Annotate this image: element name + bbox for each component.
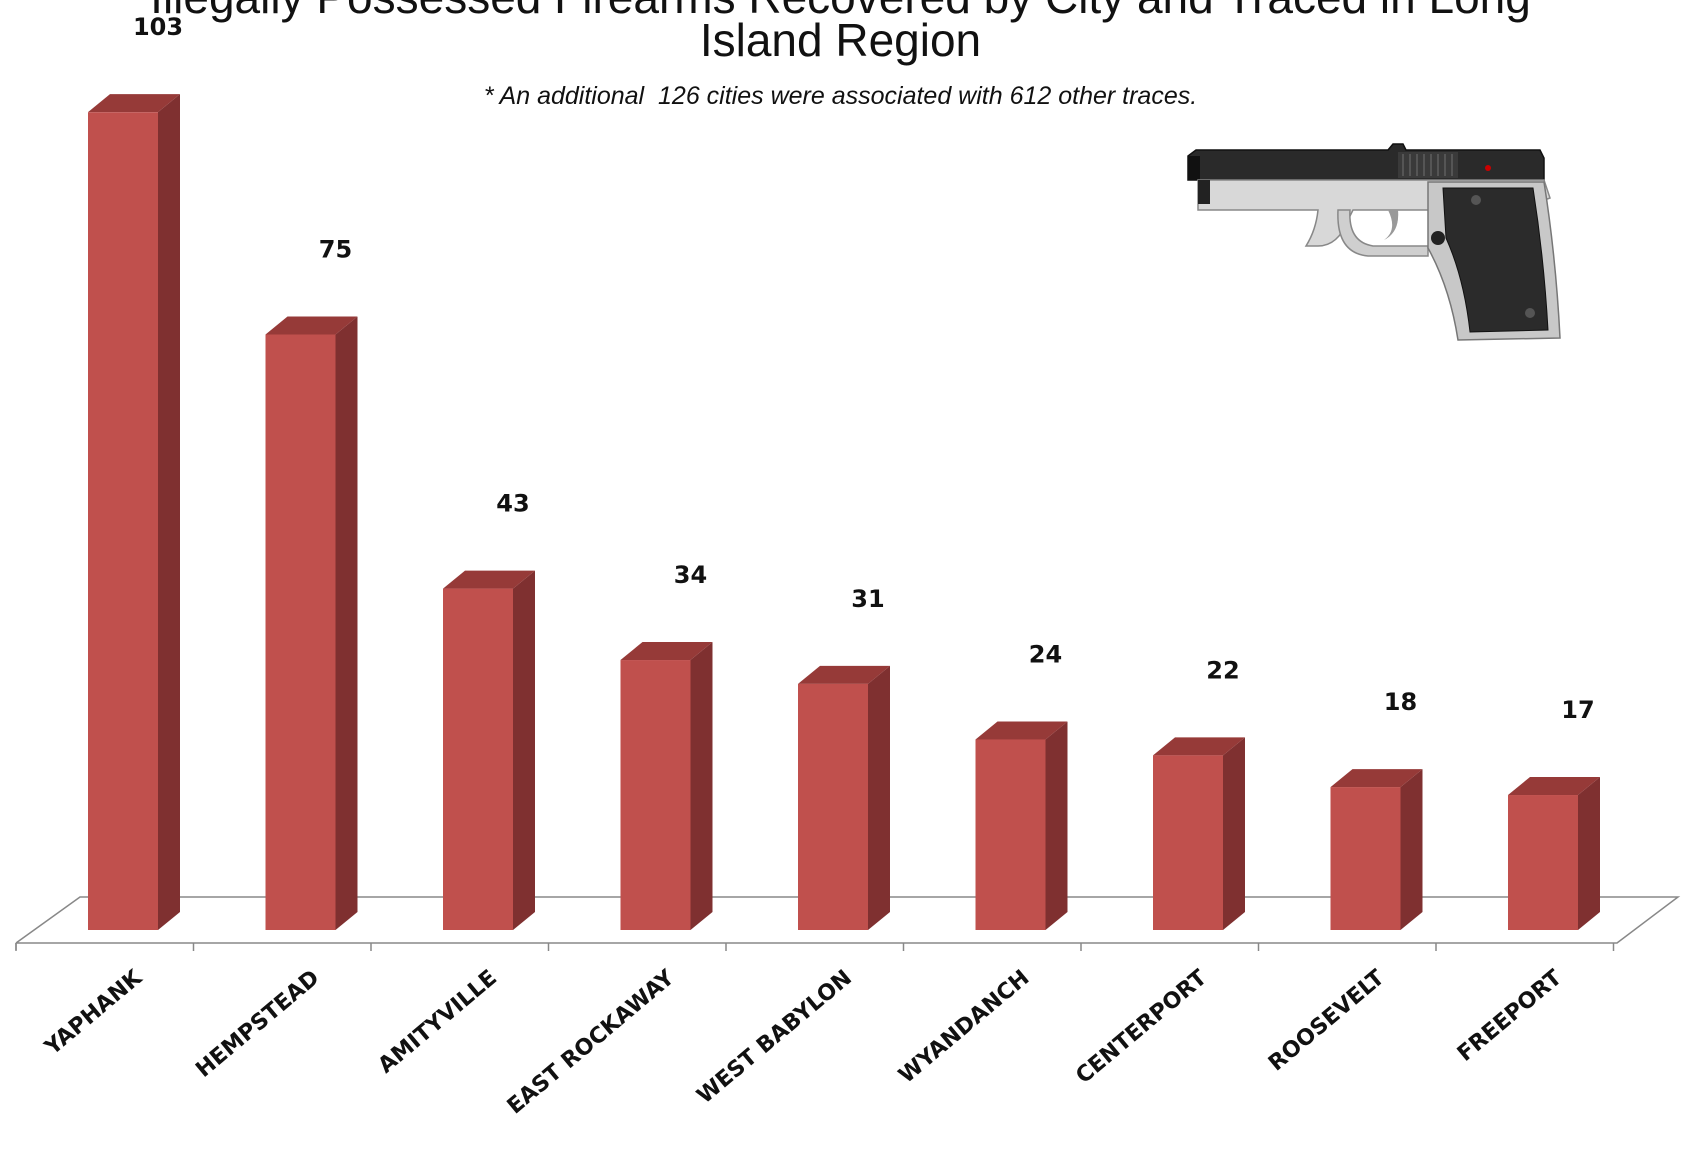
category-label: CENTERPORT [1071, 965, 1211, 1089]
bar-top [443, 570, 535, 589]
data-label: 18 [1384, 688, 1417, 716]
category-label: ROOSEVELT [1264, 965, 1389, 1076]
pistol-illustration [1187, 143, 1561, 341]
category-label: WEST BABYLON [693, 965, 857, 1109]
bars-group [88, 94, 1600, 931]
bar-side [335, 316, 358, 930]
category-label: AMITYVILLE [374, 965, 502, 1078]
bar-side [690, 642, 713, 930]
bar-front [1330, 787, 1401, 930]
category-label: YAPHANK [40, 965, 148, 1061]
bar-top [88, 94, 180, 113]
bar [975, 721, 1068, 930]
bar-front [1153, 755, 1223, 930]
bar [1330, 769, 1423, 930]
chart-footnote: * An additional 126 cities were associat… [483, 82, 1198, 110]
bar-front [798, 683, 868, 930]
floor-outline [15, 896, 1681, 944]
value-labels-group: 103 75 43 34 31 24 22 18 17 [133, 13, 1595, 724]
data-label: 24 [1029, 640, 1062, 668]
data-label: 34 [674, 561, 707, 589]
bar-side [158, 94, 180, 931]
data-label: 43 [496, 490, 529, 518]
bar [265, 316, 358, 930]
data-label: 31 [851, 585, 884, 613]
category-label: FREEPORT [1453, 965, 1567, 1066]
bar [443, 570, 535, 930]
bar-side [868, 665, 890, 930]
bar [88, 94, 180, 931]
bar-side [513, 570, 535, 930]
bar-top [1330, 769, 1423, 788]
bar [1153, 737, 1245, 930]
data-label: 17 [1561, 696, 1594, 724]
bar [620, 642, 713, 930]
chart-title-line-1: Illegally Possessed Firearms Recovered b… [0, 0, 1681, 24]
bar-front [265, 334, 336, 930]
bar-top [265, 316, 358, 335]
bar-front [443, 588, 513, 930]
bar-top [1508, 777, 1600, 796]
bar-top [1153, 737, 1245, 756]
bar-front [975, 739, 1046, 930]
data-label: 22 [1206, 656, 1239, 684]
data-label: 75 [319, 236, 352, 264]
bar-side [1578, 777, 1600, 930]
category-label: WYANDANCH [894, 965, 1034, 1088]
bar-top [975, 721, 1068, 740]
bar [798, 665, 890, 930]
data-label: 103 [133, 13, 183, 41]
bar-top [620, 642, 713, 661]
bar-side [1223, 737, 1245, 930]
bar-top [798, 665, 890, 684]
bar [1508, 777, 1600, 930]
bar-side [1400, 769, 1423, 930]
bar-side [1045, 721, 1068, 930]
category-label: EAST ROCKAWAY [503, 965, 680, 1120]
category-label: HEMPSTEAD [191, 965, 324, 1082]
bar-front [88, 112, 158, 931]
category-labels-group: YAPHANK HEMPSTEAD AMITYVILLE EAST ROCKAWAY W… [40, 965, 1567, 1120]
chart-title-line-2: Island Region [699, 14, 982, 66]
chart-floor [15, 896, 1681, 951]
bar-front [620, 660, 691, 930]
bar-front [1508, 795, 1578, 930]
